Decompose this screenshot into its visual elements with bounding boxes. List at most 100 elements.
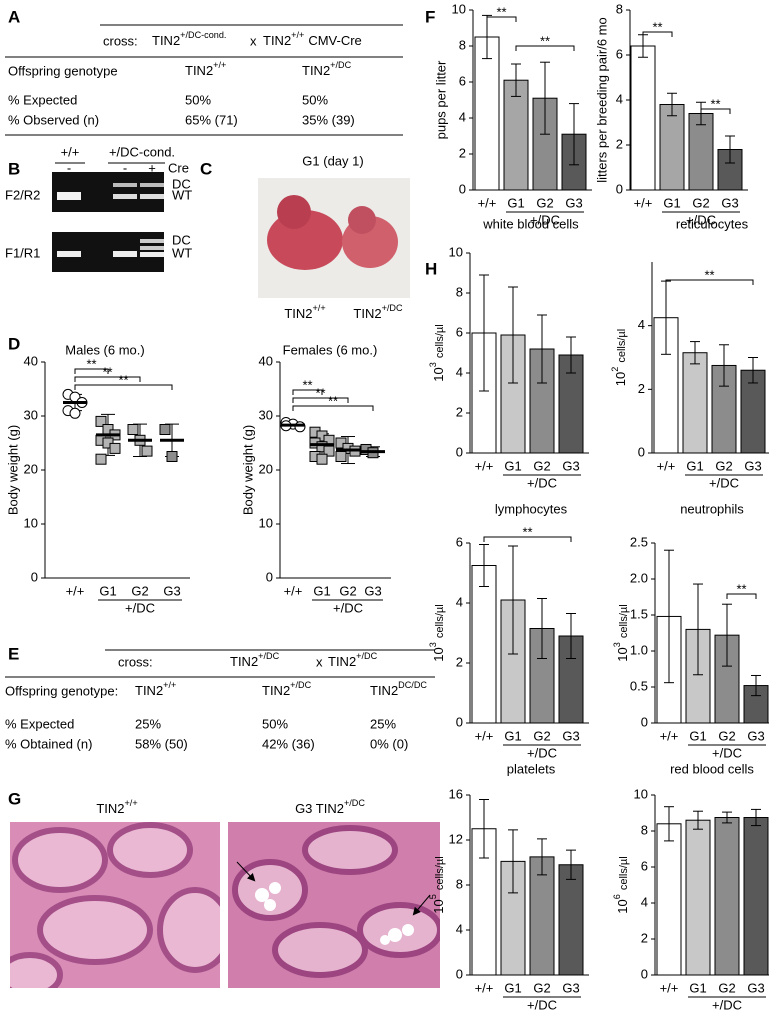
y-tick-label: 0 — [456, 714, 463, 729]
significance-label: ** — [736, 581, 746, 596]
significance-label: ** — [302, 377, 312, 392]
column-header: TIN2+/DC — [302, 60, 352, 78]
y-tick-label: 0 — [456, 444, 463, 459]
x-tick-label: G1 — [504, 728, 521, 743]
band-label: DC — [172, 232, 191, 247]
significance-label: ** — [118, 372, 128, 387]
panel-label: C — [200, 159, 212, 178]
cre-mark: - — [123, 160, 127, 175]
cross-parent-base: TIN2 — [263, 33, 291, 48]
photo-label-sup: +/DC — [382, 303, 403, 313]
cross-parent-base: TIN2 — [152, 33, 180, 48]
x-tick-label: G1 — [689, 980, 706, 995]
x-tick-label: G2 — [718, 980, 735, 995]
y-axis-label-tail: cells/µl — [434, 324, 446, 358]
y-tick-label: 0 — [641, 714, 648, 729]
x-tick-label: G2 — [339, 583, 356, 598]
group-label: +/DC — [527, 475, 557, 490]
y-axis-label: Body weight (g) — [240, 425, 255, 515]
y-axis-label-tail: cells/µl — [434, 856, 446, 890]
y-tick-label: 0 — [459, 181, 466, 196]
y-tick-label: 10 — [452, 1, 466, 16]
bar — [682, 352, 708, 454]
y-axis-label-tail: cells/µl — [616, 329, 628, 363]
y-tick-label: 0 — [266, 569, 273, 584]
primer-label: F1/R1 — [5, 245, 40, 260]
y-tick-label: 0 — [31, 569, 38, 584]
y-tick-label: 6 — [456, 534, 463, 549]
y-tick-label: 0 — [638, 444, 645, 459]
bar — [474, 36, 500, 191]
significance-label: ** — [652, 19, 662, 34]
cross-parent: TIN2+/DC — [230, 651, 280, 669]
data-point — [69, 407, 81, 419]
y-tick-label: 2 — [459, 145, 466, 160]
x-tick-label: G1 — [686, 458, 703, 473]
cross-parent-tail: CMV-Cre — [308, 33, 361, 48]
cross-parent-sup: +/+ — [291, 30, 304, 40]
table-cell: 50% — [185, 92, 211, 107]
significance-bracket — [700, 108, 731, 114]
y-axis-label-sup: 3 — [612, 642, 622, 647]
y-axis-label-base: 10 — [431, 647, 446, 661]
significance-label: ** — [315, 385, 325, 400]
photo-label: TIN2+/+ — [284, 303, 325, 321]
column-header-sup: +/DC — [290, 680, 311, 690]
x-tick-label: G2 — [715, 458, 732, 473]
histology-image — [228, 822, 440, 988]
y-tick-label: 12 — [449, 831, 463, 846]
significance-bracket — [74, 384, 173, 390]
group-label: +/DC — [712, 745, 742, 760]
cross-label: cross: — [118, 654, 153, 669]
bar — [471, 565, 497, 724]
y-tick-label: 2 — [638, 381, 645, 396]
significance-bracket — [515, 45, 575, 51]
cross-label: cross: — [103, 33, 138, 48]
data-point — [127, 424, 139, 435]
x-tick-label: G1 — [663, 195, 680, 210]
image-label-base: TIN2 — [96, 801, 124, 816]
image-label-base: G3 TIN2 — [295, 801, 344, 816]
column-header-sup: DC/DC — [398, 680, 427, 690]
significance-label: ** — [710, 96, 720, 111]
table-cell: 50% — [302, 92, 328, 107]
y-tick-label: 2 — [616, 136, 623, 151]
x-tick-label: G2 — [533, 980, 550, 995]
band-label: DC — [172, 176, 191, 191]
data-point — [294, 421, 306, 433]
photo-label-base: TIN2 — [284, 306, 312, 321]
column-header-sup: +/DC — [330, 60, 351, 70]
cross-parent-sup: +/DC — [258, 651, 279, 661]
group-label: +/DC — [527, 997, 557, 1012]
y-axis-label: 103 cells/µl — [612, 604, 630, 661]
cross-parent-base: TIN2 — [230, 654, 258, 669]
group-label: +/DC — [527, 745, 557, 760]
x-tick-label: +/+ — [475, 458, 494, 473]
x-tick-label: G1 — [689, 728, 706, 743]
x-tick-label: G3 — [562, 728, 579, 743]
panel-label: B — [8, 159, 20, 178]
y-tick-label: 0 — [456, 966, 463, 981]
y-tick-label: 10 — [259, 515, 273, 530]
panel-label: F — [425, 7, 435, 26]
group-label: +/DC — [530, 212, 560, 227]
x-tick-label: G2 — [536, 195, 553, 210]
chart-title: white blood cells — [482, 216, 579, 231]
chart-title: Females (6 mo.) — [283, 342, 378, 357]
column-header-base: TIN2 — [370, 683, 398, 698]
data-point — [95, 453, 107, 465]
column-header-base: TIN2 — [135, 683, 163, 698]
significance-label: ** — [522, 524, 532, 539]
data-point — [335, 451, 347, 462]
data-point — [166, 451, 178, 462]
y-axis-label-tail: cells/µl — [434, 604, 446, 638]
y-tick-label: 4 — [456, 594, 463, 609]
panel-label: A — [8, 7, 20, 26]
chart-title: red blood cells — [670, 761, 754, 776]
significance-label: ** — [704, 267, 714, 282]
panel-label: E — [8, 644, 19, 663]
column-header-sup: +/+ — [213, 60, 226, 70]
panel-label: G — [8, 789, 21, 808]
column-header-base: TIN2 — [302, 63, 330, 78]
